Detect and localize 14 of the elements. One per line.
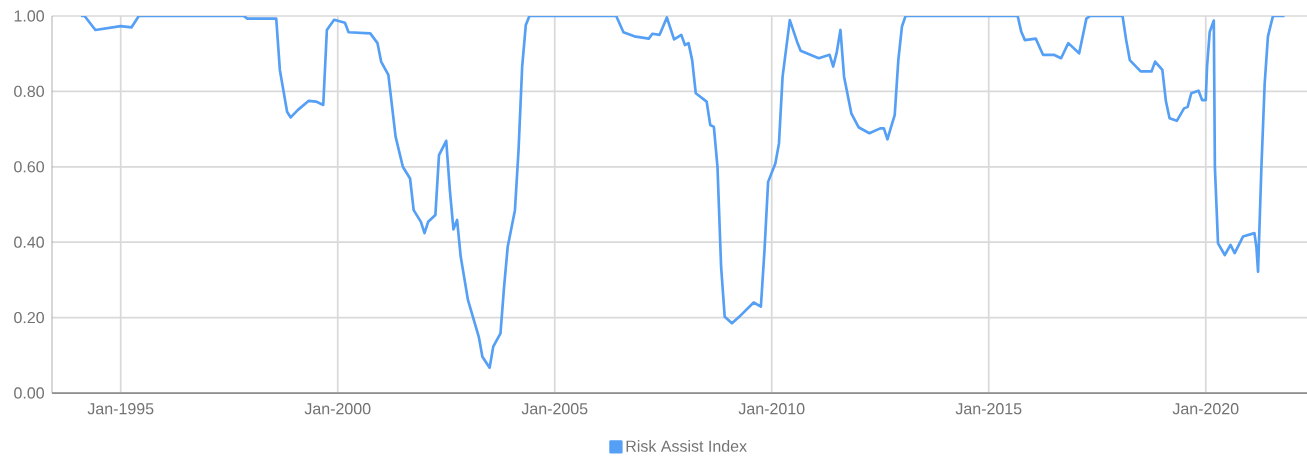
- legend-label: Risk Assist Index: [626, 440, 747, 452]
- x-tick-label: Jan-2010: [738, 403, 805, 415]
- x-tick-label: Jan-2020: [1172, 403, 1239, 415]
- y-tick-label: 0.00: [14, 387, 44, 399]
- y-tick-label: 0.20: [14, 311, 44, 324]
- y-tick-label: 0.80: [14, 85, 44, 98]
- line-series: [79, 16, 1286, 370]
- x-tick-label: Jan-2005: [521, 403, 588, 415]
- y-tick-label: 0.60: [14, 161, 44, 173]
- y-tick-label: 0.40: [14, 236, 44, 248]
- x-tick-label: Jan-2000: [304, 403, 371, 415]
- x-tick-label: Jan-2015: [955, 403, 1022, 415]
- x-tick-label: Jan-1995: [87, 403, 154, 415]
- y-tick-label: 1.00: [14, 10, 44, 22]
